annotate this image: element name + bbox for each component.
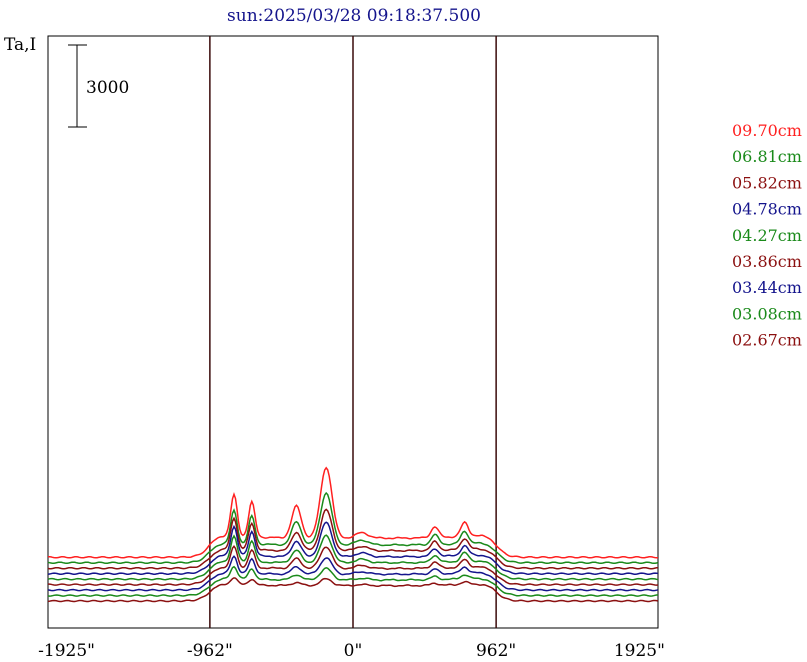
- legend-entry-02.67cm: 02.67cm: [732, 331, 802, 350]
- series-line-03.44cm: [47, 555, 659, 592]
- x-tick-label-3: 962": [476, 641, 516, 661]
- legend-entry-04.27cm: 04.27cm: [732, 226, 802, 245]
- series-line-09.70cm: [47, 466, 659, 559]
- reference-lines: [209, 36, 497, 628]
- series-line-04.78cm: [47, 521, 659, 575]
- x-tick-label-0: -1925": [38, 641, 95, 661]
- x-tick-labels: -1925" -962" 0" 962" 1925": [38, 641, 665, 661]
- legend-entry-03.44cm: 03.44cm: [732, 278, 802, 297]
- legend: 09.70cm 06.81cm 05.82cm 04.78cm 04.27cm 03.86…: [732, 121, 802, 350]
- scale-bar: 3000: [68, 44, 129, 128]
- series-line-05.82cm: [47, 508, 659, 570]
- legend-entry-04.78cm: 04.78cm: [732, 200, 802, 219]
- x-tick-label-4: 1925": [614, 641, 665, 661]
- x-tick-label-1: -962": [187, 641, 233, 661]
- series-line-06.81cm: [47, 491, 659, 565]
- chart-title: sun:2025/03/28 09:18:37.500: [227, 6, 481, 26]
- series-line-03.08cm: [47, 565, 658, 597]
- legend-entry-05.82cm: 05.82cm: [732, 173, 802, 192]
- y-axis-label: Ta,I: [4, 35, 36, 55]
- series-lines: [47, 466, 659, 603]
- series-line-03.86cm: [48, 545, 659, 586]
- legend-entry-06.81cm: 06.81cm: [732, 147, 802, 166]
- series-line-04.27cm: [47, 534, 659, 581]
- legend-entry-09.70cm: 09.70cm: [732, 121, 802, 140]
- scale-bar-label: 3000: [86, 78, 129, 98]
- x-tick-label-2: 0": [344, 641, 363, 661]
- series-line-02.67cm: [47, 577, 659, 603]
- legend-entry-03.08cm: 03.08cm: [732, 304, 802, 323]
- legend-entry-03.86cm: 03.86cm: [732, 252, 802, 271]
